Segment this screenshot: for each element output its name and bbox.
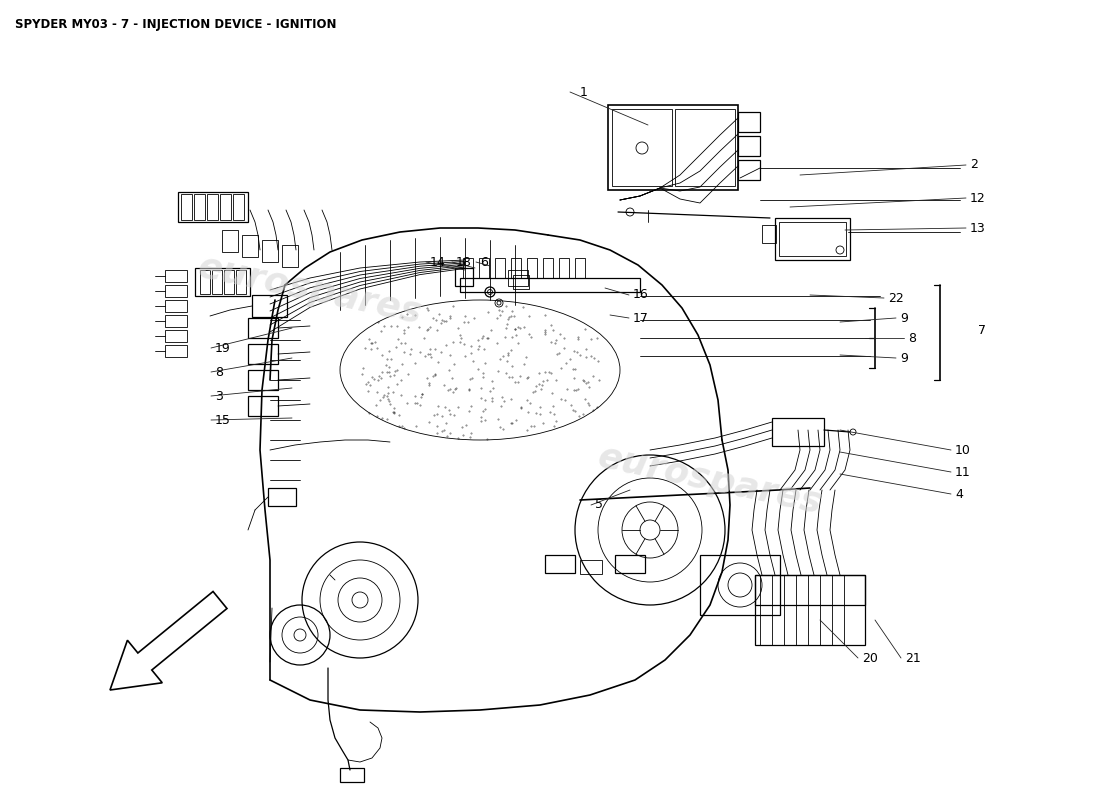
Bar <box>207 194 218 220</box>
Bar <box>165 315 187 327</box>
Bar <box>182 194 192 220</box>
Bar <box>762 225 776 243</box>
Bar <box>222 230 238 252</box>
Bar <box>248 396 278 416</box>
Text: 7: 7 <box>978 323 986 337</box>
Bar <box>544 555 575 573</box>
FancyArrow shape <box>110 591 227 690</box>
Text: 21: 21 <box>905 651 921 665</box>
Bar <box>580 560 602 574</box>
Bar <box>527 258 537 278</box>
Bar <box>463 258 473 278</box>
Text: 19: 19 <box>214 342 231 354</box>
Text: 6: 6 <box>480 255 488 269</box>
Text: 4: 4 <box>955 487 962 501</box>
Bar <box>455 268 473 286</box>
Text: 15: 15 <box>214 414 231 426</box>
Text: 13: 13 <box>970 222 986 234</box>
Bar <box>755 575 865 645</box>
Text: 20: 20 <box>862 651 878 665</box>
Text: 5: 5 <box>595 498 603 511</box>
Bar <box>608 105 738 190</box>
Text: eurospares: eurospares <box>195 250 426 330</box>
Bar <box>612 109 672 186</box>
Bar <box>513 275 529 289</box>
Text: 17: 17 <box>632 311 649 325</box>
Text: 8: 8 <box>908 331 916 345</box>
Bar <box>165 330 187 342</box>
Bar <box>252 295 287 317</box>
Bar <box>779 222 846 256</box>
Text: 8: 8 <box>214 366 223 378</box>
Bar <box>178 192 248 222</box>
Bar <box>772 418 824 446</box>
Bar <box>738 136 760 156</box>
Bar <box>212 270 222 294</box>
Bar <box>512 258 521 278</box>
Bar <box>478 258 490 278</box>
Bar <box>340 768 364 782</box>
Bar <box>755 575 865 605</box>
Bar <box>738 112 760 132</box>
Bar <box>200 270 210 294</box>
Bar <box>248 344 278 364</box>
Bar <box>165 270 187 282</box>
Text: 16: 16 <box>632 289 649 302</box>
Bar <box>495 258 505 278</box>
Bar <box>262 240 278 262</box>
Text: 12: 12 <box>970 191 986 205</box>
Bar <box>508 270 528 286</box>
Bar <box>559 258 569 278</box>
Bar <box>195 268 250 296</box>
Bar <box>543 258 553 278</box>
Text: 1: 1 <box>580 86 587 98</box>
Text: 9: 9 <box>900 351 908 365</box>
Text: 14: 14 <box>430 255 446 269</box>
Bar <box>224 270 234 294</box>
Bar <box>165 300 187 312</box>
Text: 18: 18 <box>456 255 472 269</box>
Text: 9: 9 <box>900 311 908 325</box>
Text: 3: 3 <box>214 390 223 402</box>
Text: 10: 10 <box>955 443 971 457</box>
Text: 2: 2 <box>970 158 978 171</box>
Text: eurospares: eurospares <box>595 440 825 520</box>
Bar <box>194 194 205 220</box>
Bar <box>233 194 244 220</box>
Bar <box>236 270 246 294</box>
Bar <box>615 555 645 573</box>
Bar <box>282 245 298 267</box>
Bar <box>248 318 278 338</box>
Bar <box>165 345 187 357</box>
Bar <box>700 555 780 615</box>
Bar <box>460 278 640 292</box>
Bar <box>248 370 278 390</box>
Text: 22: 22 <box>888 291 904 305</box>
Bar <box>242 235 258 257</box>
Bar <box>575 258 585 278</box>
Bar <box>165 285 187 297</box>
Text: 11: 11 <box>955 466 970 478</box>
Bar <box>776 218 850 260</box>
Bar <box>738 160 760 180</box>
Bar <box>675 109 735 186</box>
Text: SPYDER MY03 - 7 - INJECTION DEVICE - IGNITION: SPYDER MY03 - 7 - INJECTION DEVICE - IGN… <box>15 18 337 31</box>
Bar <box>268 488 296 506</box>
Bar <box>220 194 231 220</box>
